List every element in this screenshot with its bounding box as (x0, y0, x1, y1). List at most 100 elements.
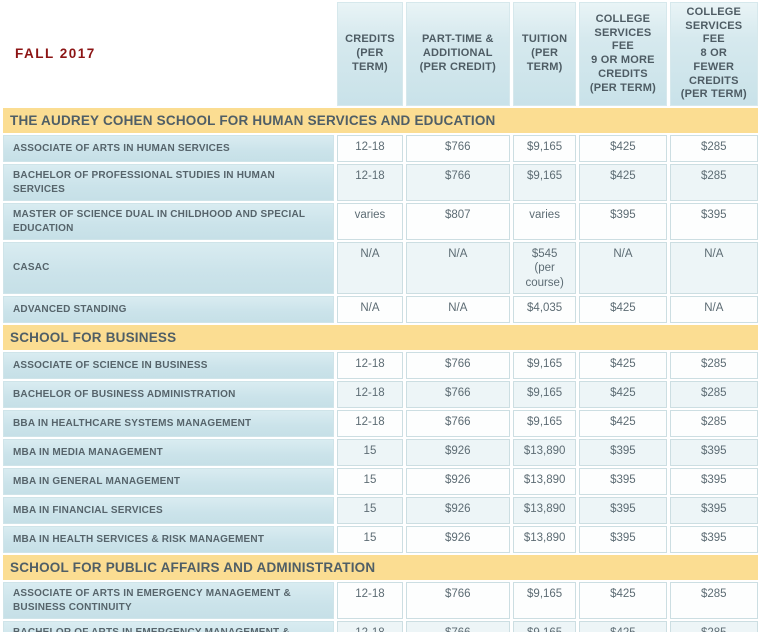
table-row: ASSOCIATE OF ARTS IN HUMAN SERVICES 12-18… (3, 135, 758, 162)
section-header-row: SCHOOL FOR PUBLIC AFFAIRS AND ADMINISTRA… (3, 555, 758, 581)
table-row: MBA IN MEDIA MANAGEMENT 15 $926 $13,890 $395… (3, 439, 758, 467)
value-cell: 15 (337, 468, 403, 496)
table-row: BACHELOR OF PROFESSIONAL STUDIES IN HUMA… (3, 164, 758, 201)
value-cell: $425 (579, 135, 667, 162)
value-cell: $395 (669, 497, 758, 525)
value-cell: 12-18 (337, 582, 403, 620)
value-cell: $9,165 (513, 381, 577, 409)
value-cell: $425 (579, 352, 667, 380)
program-name-cell: MBA IN MEDIA MANAGEMENT (3, 439, 335, 467)
value-cell: $425 (579, 582, 667, 620)
section-header: SCHOOL FOR PUBLIC AFFAIRS AND ADMINISTRA… (3, 555, 758, 581)
value-cell: $926 (405, 497, 510, 525)
program-name-cell: ADVANCED STANDING (3, 296, 335, 324)
value-cell: varies (337, 203, 403, 240)
value-cell: $395 (579, 526, 667, 554)
value-cell: $766 (405, 352, 510, 380)
value-cell: $766 (405, 164, 510, 201)
value-cell: varies (513, 203, 577, 240)
value-cell: $9,165 (513, 135, 577, 162)
value-cell: 12-18 (337, 135, 403, 162)
value-cell: $9,165 (513, 582, 577, 620)
program-name-cell: MBA IN HEALTH SERVICES & RISK MANAGEMENT (3, 526, 335, 554)
column-header-credits: CREDITS (PER TERM) (337, 2, 403, 106)
table-body: THE AUDREY COHEN SCHOOL FOR HUMAN SERVIC… (3, 108, 758, 632)
program-name-cell: BACHELOR OF PROFESSIONAL STUDIES IN HUMA… (3, 164, 335, 201)
value-cell: 15 (337, 439, 403, 467)
table-row: CASAC N/A N/A $545 (per course) N/A N/A (3, 242, 758, 295)
program-name-cell: MBA IN GENERAL MANAGEMENT (3, 468, 335, 496)
table-row: MBA IN GENERAL MANAGEMENT 15 $926 $13,890 $3… (3, 468, 758, 496)
value-cell: $9,165 (513, 621, 577, 632)
value-cell: $13,890 (513, 497, 577, 525)
table-row: ASSOCIATE OF ARTS IN EMERGENCY MANAGEMEN… (3, 582, 758, 620)
value-cell: $285 (669, 164, 758, 201)
value-cell: $395 (669, 526, 758, 554)
table-row: MBA IN FINANCIAL SERVICES 15 $926 $13,890 $3… (3, 497, 758, 525)
program-name-cell: MASTER OF SCIENCE DUAL IN CHILDHOOD AND … (3, 203, 335, 240)
table-row: BACHELOR OF ARTS IN EMERGENCY MANAGEMENT… (3, 621, 758, 632)
value-cell: 12-18 (337, 164, 403, 201)
section-header-row: SCHOOL FOR BUSINESS (3, 325, 758, 351)
value-cell: $4,035 (513, 296, 577, 324)
value-cell: $9,165 (513, 410, 577, 438)
program-name-cell: ASSOCIATE OF ARTS IN HUMAN SERVICES (3, 135, 335, 162)
program-name-cell: CASAC (3, 242, 335, 295)
column-header-services-fee-8less: COLLEGE SERVICES FEE 8 OR FEWER CREDITS … (669, 2, 758, 106)
column-header-services-fee-9plus: COLLEGE SERVICES FEE 9 OR MORE CREDITS (… (579, 2, 667, 106)
value-cell: $766 (405, 381, 510, 409)
value-cell: N/A (669, 296, 758, 324)
value-cell: $926 (405, 526, 510, 554)
table-row: ADVANCED STANDING N/A N/A $4,035 $425 N/A (3, 296, 758, 324)
value-cell: $13,890 (513, 468, 577, 496)
value-cell: N/A (405, 242, 510, 295)
value-cell: 12-18 (337, 352, 403, 380)
value-cell: N/A (579, 242, 667, 295)
value-cell: $395 (669, 203, 758, 240)
value-cell: N/A (669, 242, 758, 295)
value-cell: $766 (405, 135, 510, 162)
value-cell: $425 (579, 410, 667, 438)
value-cell: $395 (579, 497, 667, 525)
value-cell: $425 (579, 164, 667, 201)
table-row: ASSOCIATE OF SCIENCE IN BUSINESS 12-18 $76… (3, 352, 758, 380)
value-cell: $766 (405, 621, 510, 632)
value-cell: $13,890 (513, 526, 577, 554)
value-cell: $807 (405, 203, 510, 240)
column-header-tuition: TUITION (PER TERM) (513, 2, 577, 106)
table-row: BACHELOR OF BUSINESS ADMINISTRATION 12-18… (3, 381, 758, 409)
program-name-cell: ASSOCIATE OF ARTS IN EMERGENCY MANAGEMEN… (3, 582, 335, 620)
value-cell: $285 (669, 381, 758, 409)
program-name-cell: MBA IN FINANCIAL SERVICES (3, 497, 335, 525)
value-cell: N/A (337, 242, 403, 295)
table-row: BBA IN HEALTHCARE SYSTEMS MANAGEMENT 12-1… (3, 410, 758, 438)
value-cell: $285 (669, 352, 758, 380)
value-cell: $285 (669, 410, 758, 438)
column-header-part-time: PART-TIME & ADDITIONAL (PER CREDIT) (405, 2, 510, 106)
program-name-cell: BACHELOR OF ARTS IN EMERGENCY MANAGEMENT… (3, 621, 335, 632)
program-name-cell: BBA IN HEALTHCARE SYSTEMS MANAGEMENT (3, 410, 335, 438)
table-row: MASTER OF SCIENCE DUAL IN CHILDHOOD AND … (3, 203, 758, 240)
section-header: SCHOOL FOR BUSINESS (3, 325, 758, 351)
value-cell: 12-18 (337, 621, 403, 632)
value-cell: 15 (337, 497, 403, 525)
program-name-cell: ASSOCIATE OF SCIENCE IN BUSINESS (3, 352, 335, 380)
value-cell: $766 (405, 410, 510, 438)
table-row: MBA IN HEALTH SERVICES & RISK MANAGEMENT… (3, 526, 758, 554)
table-corner-cell: FALL 2017 (3, 2, 335, 106)
header-row: FALL 2017 CREDITS (PER TERM) PART-TIME &… (3, 2, 758, 106)
value-cell: 12-18 (337, 410, 403, 438)
value-cell: $13,890 (513, 439, 577, 467)
value-cell: $395 (669, 468, 758, 496)
value-cell: $9,165 (513, 352, 577, 380)
value-cell: $425 (579, 296, 667, 324)
section-header: THE AUDREY COHEN SCHOOL FOR HUMAN SERVIC… (3, 108, 758, 133)
value-cell: $926 (405, 439, 510, 467)
value-cell: $926 (405, 468, 510, 496)
value-cell: $285 (669, 582, 758, 620)
section-header-row: THE AUDREY COHEN SCHOOL FOR HUMAN SERVIC… (3, 108, 758, 133)
program-name-cell: BACHELOR OF BUSINESS ADMINISTRATION (3, 381, 335, 409)
value-cell: $425 (579, 621, 667, 632)
